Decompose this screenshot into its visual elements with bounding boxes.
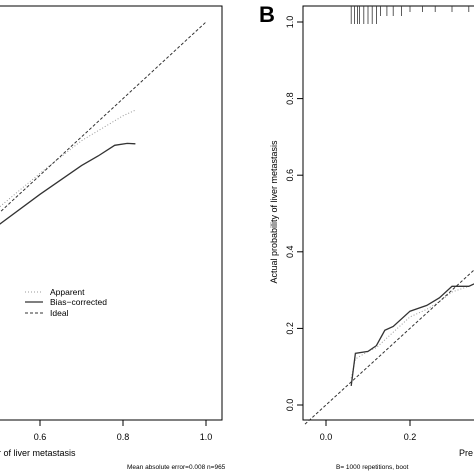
panel-b-ytick-label-0.0: 0.0 (285, 399, 295, 412)
panel-a-series-ideal (0, 21, 207, 213)
panel-a-legend: Apparent Bias−corrected Ideal (25, 287, 107, 318)
legend-bias-corrected-label: Bias−corrected (50, 297, 107, 307)
panel-b-plot-frame (302, 5, 474, 421)
panel-a-plot-frame (0, 5, 223, 421)
panel-b: B 0.0 0.2 0.4 0.6 0.8 1.0 Actual probabi… (259, 2, 474, 471)
panel-b-letter: B (259, 2, 275, 27)
panel-a-xtick-label-0.8: 0.8 (117, 432, 130, 442)
panel-a: 0.6 0.8 1.0 r of liver metastasis Appare… (0, 5, 226, 471)
panel-b-xaxis-label: Pre (459, 448, 473, 458)
panel-b-series-apparent (350, 283, 474, 379)
panel-b-footer: B= 1000 repetitions, boot (336, 464, 409, 471)
panel-b-rug (350, 6, 470, 24)
panel-b-series-ideal (304, 269, 474, 425)
panel-b-series-bias-corrected (350, 283, 474, 386)
panel-b-xtick-label-0.2: 0.2 (404, 432, 417, 442)
panel-a-xtick-label-1.0: 1.0 (200, 432, 213, 442)
panel-b-yaxis: 0.0 0.2 0.4 0.6 0.8 1.0 (285, 16, 303, 412)
panel-b-xtick-label-0.0: 0.0 (320, 432, 333, 442)
panel-a-series-bias-corrected (0, 142, 136, 225)
panel-a-series-apparent (0, 109, 136, 208)
panel-b-ytick-label-0.4: 0.4 (285, 246, 295, 259)
panel-b-ytick-label-0.6: 0.6 (285, 169, 295, 182)
panel-b-yaxis-label: Actual probability of liver metastasis (269, 140, 279, 284)
legend-ideal-label: Ideal (50, 308, 69, 318)
legend-apparent-label: Apparent (50, 287, 85, 297)
panel-a-series (0, 21, 207, 225)
panel-b-ytick-label-0.2: 0.2 (285, 322, 295, 335)
panel-a-footer: Mean absolute error=0.008 n=965 (127, 464, 226, 471)
panel-b-ytick-label-0.8: 0.8 (285, 92, 295, 105)
panel-a-xtick-label-0.6: 0.6 (34, 432, 47, 442)
panel-b-series (304, 269, 474, 425)
panel-b-ytick-label-1.0: 1.0 (285, 16, 295, 29)
panel-a-xaxis-label: r of liver metastasis (0, 448, 76, 458)
